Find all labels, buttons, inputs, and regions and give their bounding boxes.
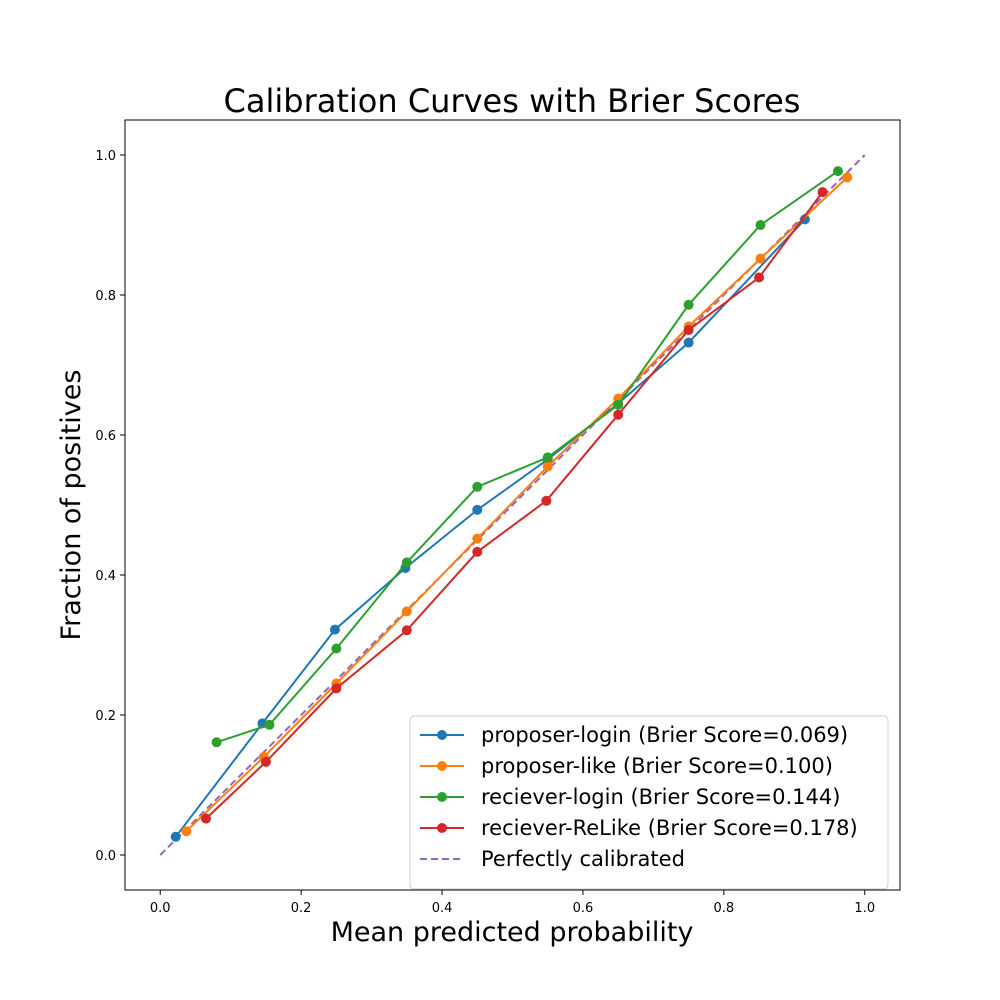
data-point bbox=[401, 606, 412, 617]
data-point bbox=[331, 643, 342, 654]
data-point bbox=[211, 737, 222, 748]
data-point bbox=[613, 409, 624, 420]
data-point bbox=[181, 826, 192, 837]
data-point bbox=[842, 172, 853, 183]
data-point bbox=[472, 533, 483, 544]
legend-label: reciever-ReLike (Brier Score=0.178) bbox=[481, 816, 858, 840]
series-line bbox=[185, 176, 848, 832]
data-point bbox=[331, 683, 342, 694]
x-tick-label: 0.8 bbox=[714, 901, 735, 916]
series-3 bbox=[201, 187, 828, 824]
legend-label: reciever-login (Brier Score=0.144) bbox=[481, 785, 840, 809]
x-tick-label: 0.0 bbox=[150, 901, 171, 916]
legend-marker bbox=[437, 792, 447, 802]
series-line bbox=[205, 191, 824, 820]
legend-marker bbox=[437, 823, 447, 833]
data-point bbox=[683, 325, 694, 335]
data-point bbox=[542, 461, 553, 472]
data-point bbox=[472, 504, 483, 515]
y-tick-label: 1.0 bbox=[95, 149, 116, 164]
x-tick-label: 0.4 bbox=[432, 901, 453, 916]
x-axis-label: Mean predicted probability bbox=[331, 917, 694, 948]
data-point bbox=[264, 719, 275, 730]
data-point bbox=[260, 756, 271, 767]
data-point bbox=[401, 625, 412, 636]
data-point bbox=[817, 187, 828, 198]
y-tick-label: 0.8 bbox=[95, 289, 116, 304]
data-point bbox=[755, 253, 766, 264]
data-point bbox=[683, 299, 694, 310]
plot-area: 0.0 0.2 0.4 0.6 0.8 1.0 0.0 0.2 0.4 0.6 0.8 1.0 bbox=[95, 119, 901, 916]
data-point bbox=[799, 214, 810, 225]
legend-marker bbox=[437, 730, 447, 740]
y-tick-label: 0.2 bbox=[95, 709, 116, 724]
data-point bbox=[613, 399, 624, 410]
y-axis-label: Fraction of positives bbox=[56, 370, 87, 641]
data-point bbox=[755, 220, 766, 230]
data-point bbox=[542, 452, 553, 463]
data-point bbox=[201, 813, 212, 824]
series-line bbox=[216, 170, 839, 744]
data-point bbox=[833, 166, 843, 177]
legend-label: proposer-login (Brier Score=0.069) bbox=[481, 723, 848, 747]
data-point bbox=[541, 495, 552, 506]
data-point bbox=[170, 831, 181, 842]
legend-label: Perfectly calibrated bbox=[481, 847, 685, 871]
data-point bbox=[329, 624, 340, 635]
y-tick-label: 0.4 bbox=[95, 569, 116, 584]
series-2 bbox=[211, 166, 843, 748]
x-tick-label: 1.0 bbox=[854, 901, 875, 916]
y-tick-label: 0.0 bbox=[95, 849, 116, 864]
legend-box bbox=[409, 715, 889, 890]
y-tick-label: 0.6 bbox=[95, 429, 116, 444]
data-point bbox=[401, 557, 412, 568]
x-tick-label: 0.2 bbox=[291, 901, 312, 916]
data-point bbox=[683, 337, 694, 348]
x-tick-label: 0.6 bbox=[573, 901, 594, 916]
data-point bbox=[472, 546, 483, 557]
legend: proposer-login (Brier Score=0.069) propos… bbox=[409, 715, 889, 890]
legend-marker bbox=[437, 761, 447, 771]
data-point bbox=[472, 481, 483, 492]
legend-label: proposer-like (Brier Score=0.100) bbox=[481, 754, 833, 778]
chart-title: Calibration Curves with Brier Scores bbox=[224, 82, 801, 120]
axes-frame bbox=[124, 119, 901, 891]
data-point bbox=[754, 272, 765, 283]
